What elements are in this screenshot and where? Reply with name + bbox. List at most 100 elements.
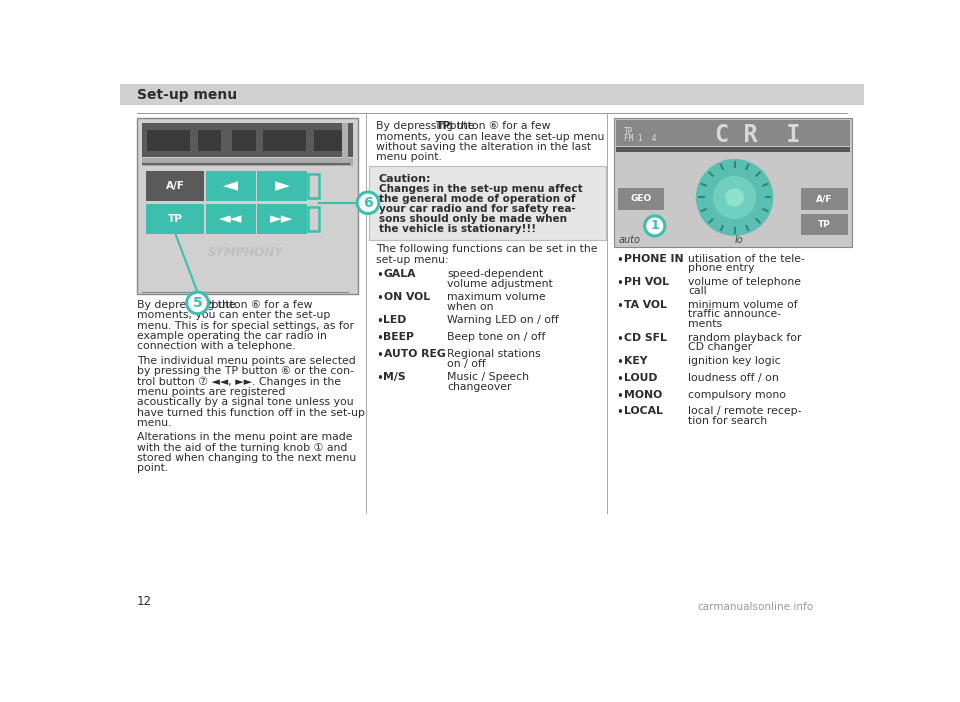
Text: by pressing the TP button ⑥ or the con-: by pressing the TP button ⑥ or the con- <box>137 366 354 376</box>
Text: LOUD: LOUD <box>624 373 658 383</box>
Text: 12: 12 <box>137 595 152 608</box>
Text: the vehicle is stationary!!!: the vehicle is stationary!!! <box>379 225 536 234</box>
Text: minimum volume of: minimum volume of <box>688 300 798 310</box>
Text: •: • <box>616 356 623 369</box>
Text: Beep tone on / off: Beep tone on / off <box>447 332 545 342</box>
Text: CD changer: CD changer <box>688 342 753 352</box>
Text: The following functions can be set in the: The following functions can be set in th… <box>375 244 597 254</box>
FancyBboxPatch shape <box>617 188 664 210</box>
Text: 1: 1 <box>650 220 660 232</box>
Text: acoustically by a signal tone unless you: acoustically by a signal tone unless you <box>137 397 353 407</box>
Text: speed-dependent: speed-dependent <box>447 269 543 279</box>
Text: example operating the car radio in: example operating the car radio in <box>137 331 327 341</box>
Text: •: • <box>375 269 383 282</box>
Text: The individual menu points are selected: The individual menu points are selected <box>137 356 356 366</box>
FancyBboxPatch shape <box>120 84 864 105</box>
Circle shape <box>725 188 744 206</box>
Text: •: • <box>375 292 383 305</box>
Text: ON VOL: ON VOL <box>383 292 430 302</box>
Text: menu. This is for special settings, as for: menu. This is for special settings, as f… <box>137 321 354 331</box>
Text: ments: ments <box>688 319 722 329</box>
Text: MONO: MONO <box>624 390 662 399</box>
Text: ignition key logic: ignition key logic <box>688 356 780 366</box>
Text: menu points are registered: menu points are registered <box>137 387 285 397</box>
Text: GEO: GEO <box>630 194 652 204</box>
Text: connection with a telephone.: connection with a telephone. <box>137 341 296 352</box>
Text: lo: lo <box>734 235 743 245</box>
FancyBboxPatch shape <box>198 130 221 151</box>
FancyBboxPatch shape <box>137 118 358 293</box>
Text: traffic announce-: traffic announce- <box>688 310 781 319</box>
Text: •: • <box>616 253 623 267</box>
Text: CD SFL: CD SFL <box>624 333 666 343</box>
Text: Alterations in the menu point are made: Alterations in the menu point are made <box>137 432 352 442</box>
FancyBboxPatch shape <box>616 147 850 152</box>
Text: ►►: ►► <box>270 211 294 227</box>
Text: ◄: ◄ <box>224 176 238 195</box>
FancyBboxPatch shape <box>802 213 848 235</box>
Text: 6: 6 <box>363 196 372 210</box>
Text: M/S: M/S <box>383 372 406 382</box>
Text: moments, you can enter the set-up: moments, you can enter the set-up <box>137 310 330 320</box>
Text: Set-up menu: Set-up menu <box>137 88 237 102</box>
Text: your car radio and for safety rea-: your car radio and for safety rea- <box>379 204 576 214</box>
Text: PH VOL: PH VOL <box>624 277 669 286</box>
FancyBboxPatch shape <box>369 166 606 240</box>
Text: •: • <box>375 315 383 329</box>
Text: menu.: menu. <box>137 418 172 428</box>
Text: •: • <box>616 406 623 420</box>
Text: phone entry: phone entry <box>688 263 755 273</box>
Text: Regional stations: Regional stations <box>447 349 540 359</box>
FancyBboxPatch shape <box>232 130 255 151</box>
FancyBboxPatch shape <box>146 171 204 201</box>
Text: with the aid of the turning knob ① and: with the aid of the turning knob ① and <box>137 443 348 453</box>
Text: •: • <box>616 300 623 313</box>
Text: •: • <box>616 333 623 345</box>
Text: ◄◄: ◄◄ <box>219 211 243 227</box>
Text: call: call <box>688 286 707 296</box>
FancyBboxPatch shape <box>206 204 255 234</box>
Text: carmanualsonline.info: carmanualsonline.info <box>697 602 813 612</box>
Text: maximum volume: maximum volume <box>447 292 545 302</box>
Text: SYMPHONY: SYMPHONY <box>207 246 283 258</box>
FancyBboxPatch shape <box>206 171 255 201</box>
Text: auto: auto <box>618 235 640 245</box>
FancyBboxPatch shape <box>614 118 852 248</box>
Text: utilisation of the tele-: utilisation of the tele- <box>688 253 804 264</box>
Text: point.: point. <box>137 463 168 473</box>
Text: A/F: A/F <box>165 181 184 191</box>
Text: menu point.: menu point. <box>375 152 442 162</box>
FancyBboxPatch shape <box>257 171 307 201</box>
Text: LOCAL: LOCAL <box>624 406 662 416</box>
Circle shape <box>357 192 379 213</box>
Text: TP: TP <box>624 126 633 135</box>
Text: Music / Speech: Music / Speech <box>447 372 529 382</box>
FancyBboxPatch shape <box>257 204 307 234</box>
Text: Changes in the set-up menu affect: Changes in the set-up menu affect <box>379 185 583 194</box>
Text: •: • <box>616 390 623 402</box>
FancyBboxPatch shape <box>147 130 190 151</box>
Text: •: • <box>375 372 383 385</box>
Text: C R  I: C R I <box>715 123 801 147</box>
Text: KEY: KEY <box>624 356 647 366</box>
Text: FM 1  4: FM 1 4 <box>624 134 656 143</box>
FancyBboxPatch shape <box>142 123 352 157</box>
Text: changeover: changeover <box>447 382 512 392</box>
Text: have turned this function off in the set-up: have turned this function off in the set… <box>137 408 365 418</box>
Text: TP: TP <box>436 121 451 131</box>
Text: button ⑥ for a few: button ⑥ for a few <box>446 121 551 131</box>
Text: sons should only be made when: sons should only be made when <box>379 214 566 225</box>
Text: random playback for: random playback for <box>688 333 802 343</box>
Text: TP: TP <box>818 220 831 229</box>
Text: •: • <box>375 349 383 362</box>
Text: A/F: A/F <box>816 194 832 204</box>
Text: LED: LED <box>383 315 407 325</box>
Text: without saving the alteration in the last: without saving the alteration in the las… <box>375 142 590 152</box>
Text: ►: ► <box>275 176 290 195</box>
Text: 5: 5 <box>193 296 203 310</box>
Text: the general mode of operation of: the general mode of operation of <box>379 194 575 204</box>
Text: •: • <box>616 277 623 290</box>
Text: BEEP: BEEP <box>383 332 415 342</box>
Text: •: • <box>375 332 383 345</box>
Text: compulsory mono: compulsory mono <box>688 390 786 399</box>
